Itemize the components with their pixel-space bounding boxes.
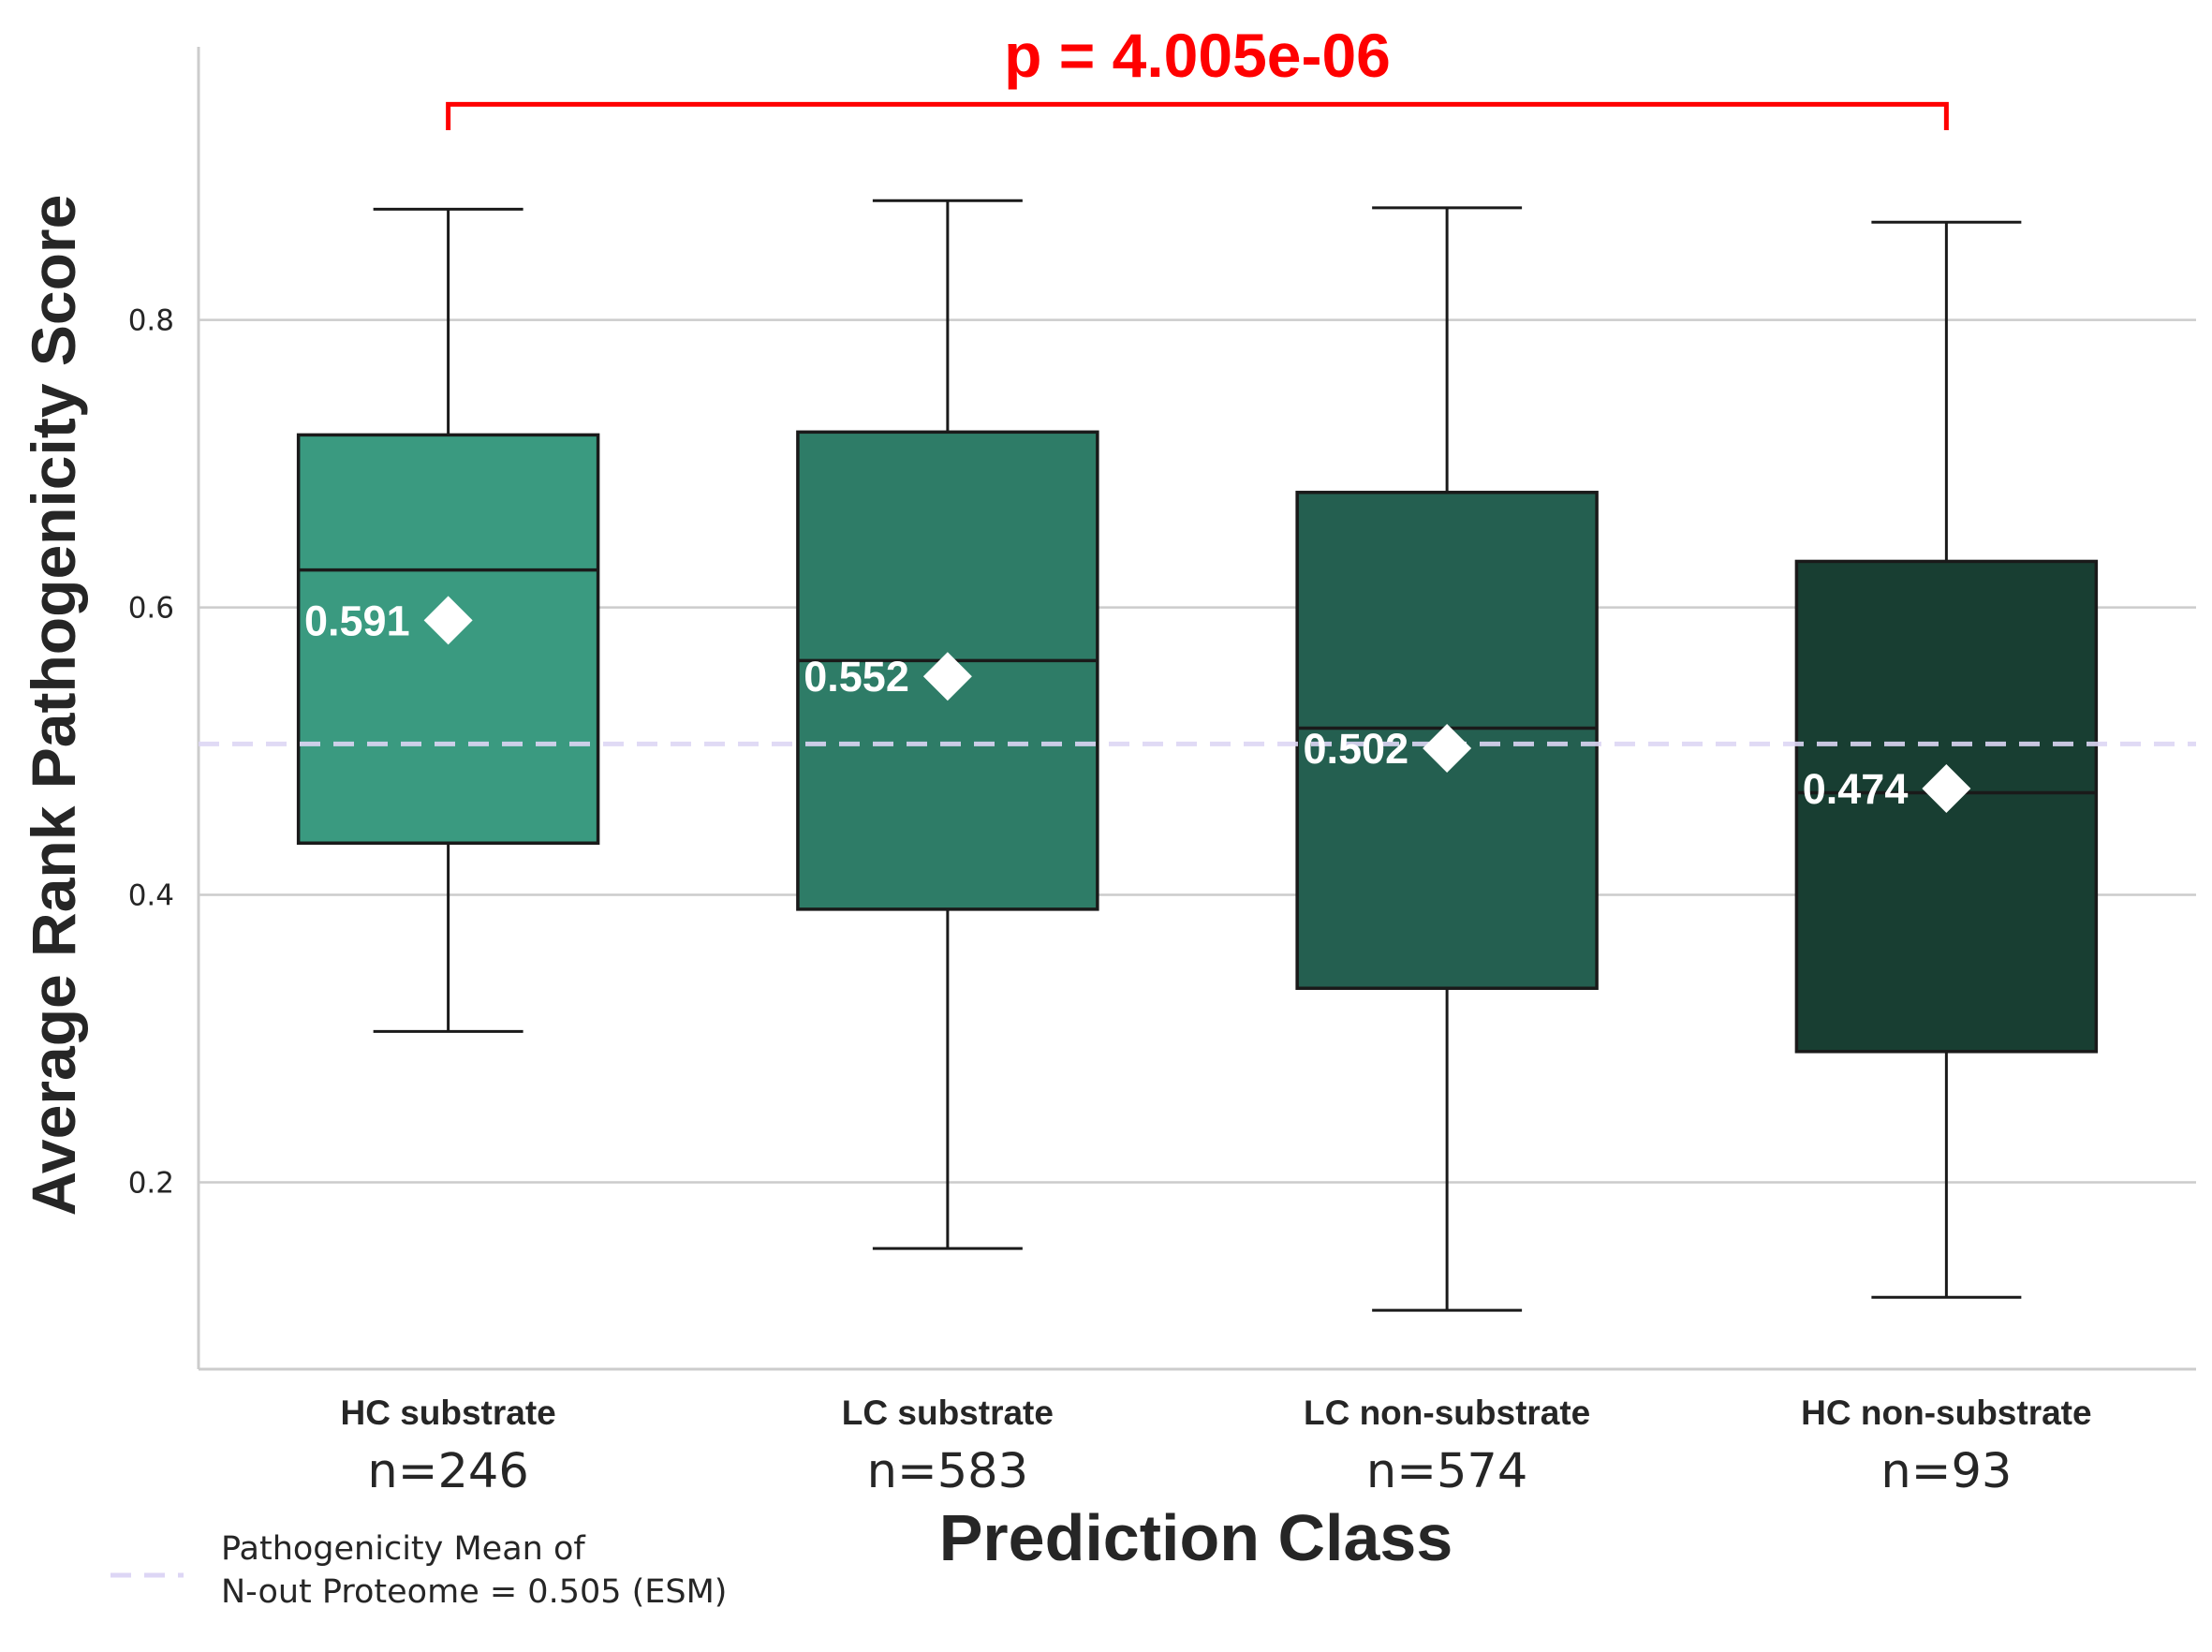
box-group — [796, 199, 1099, 1250]
sample-count-label: n=574 — [1366, 1444, 1527, 1499]
x-axis-title: Prediction Class — [939, 1501, 1453, 1574]
mean-value-label: 0.552 — [804, 653, 909, 701]
mean-marker — [1922, 763, 1971, 813]
y-tick-labels: 0.2 0.4 0.6 0.8 — [128, 304, 174, 1201]
y-tick-label: 0.6 — [128, 592, 174, 626]
p-value-label: p = 4.005e-06 — [1004, 21, 1391, 90]
mean-value-label: 0.474 — [1803, 765, 1909, 813]
significance-bracket — [446, 101, 1949, 131]
sample-count-label: n=93 — [1880, 1444, 2012, 1499]
significance-bracket-line — [446, 101, 1949, 131]
y-tick-label: 0.2 — [128, 1166, 174, 1200]
sample-count-label: n=246 — [367, 1444, 528, 1499]
y-tick-label: 0.4 — [128, 879, 174, 913]
x-category-label: HC non-substrate — [1801, 1394, 2091, 1432]
x-category-label: LC non-substrate — [1304, 1394, 1590, 1432]
legend-line-2: N-out Proteome = 0.505 (ESM) — [221, 1573, 727, 1611]
axes — [197, 47, 2196, 1371]
mean-value-label: 0.502 — [1304, 725, 1409, 773]
mean-marker — [1423, 723, 1472, 773]
boxes — [296, 199, 2099, 1312]
x-category-label: HC substrate — [340, 1394, 555, 1432]
x-category-labels: HC substrate n=246 LC substrate n=583 LC non… — [340, 1394, 2091, 1499]
y-axis-title: Average Rank Pathogenicity Score — [19, 195, 88, 1217]
box-overlays: 0.591 0.552 0.502 0.474 — [298, 568, 2097, 813]
legend-line-1: Pathogenicity Mean of — [221, 1530, 585, 1568]
legend: Pathogenicity Mean of N-out Proteome = 0… — [111, 1530, 727, 1611]
mean-marker — [423, 596, 473, 645]
y-tick-label: 0.8 — [128, 304, 174, 338]
mean-marker — [922, 652, 972, 701]
sample-count-label: n=583 — [867, 1444, 1028, 1499]
box-group — [1794, 220, 2099, 1299]
x-category-label: LC substrate — [842, 1394, 1054, 1432]
mean-value-label: 0.591 — [304, 597, 410, 644]
